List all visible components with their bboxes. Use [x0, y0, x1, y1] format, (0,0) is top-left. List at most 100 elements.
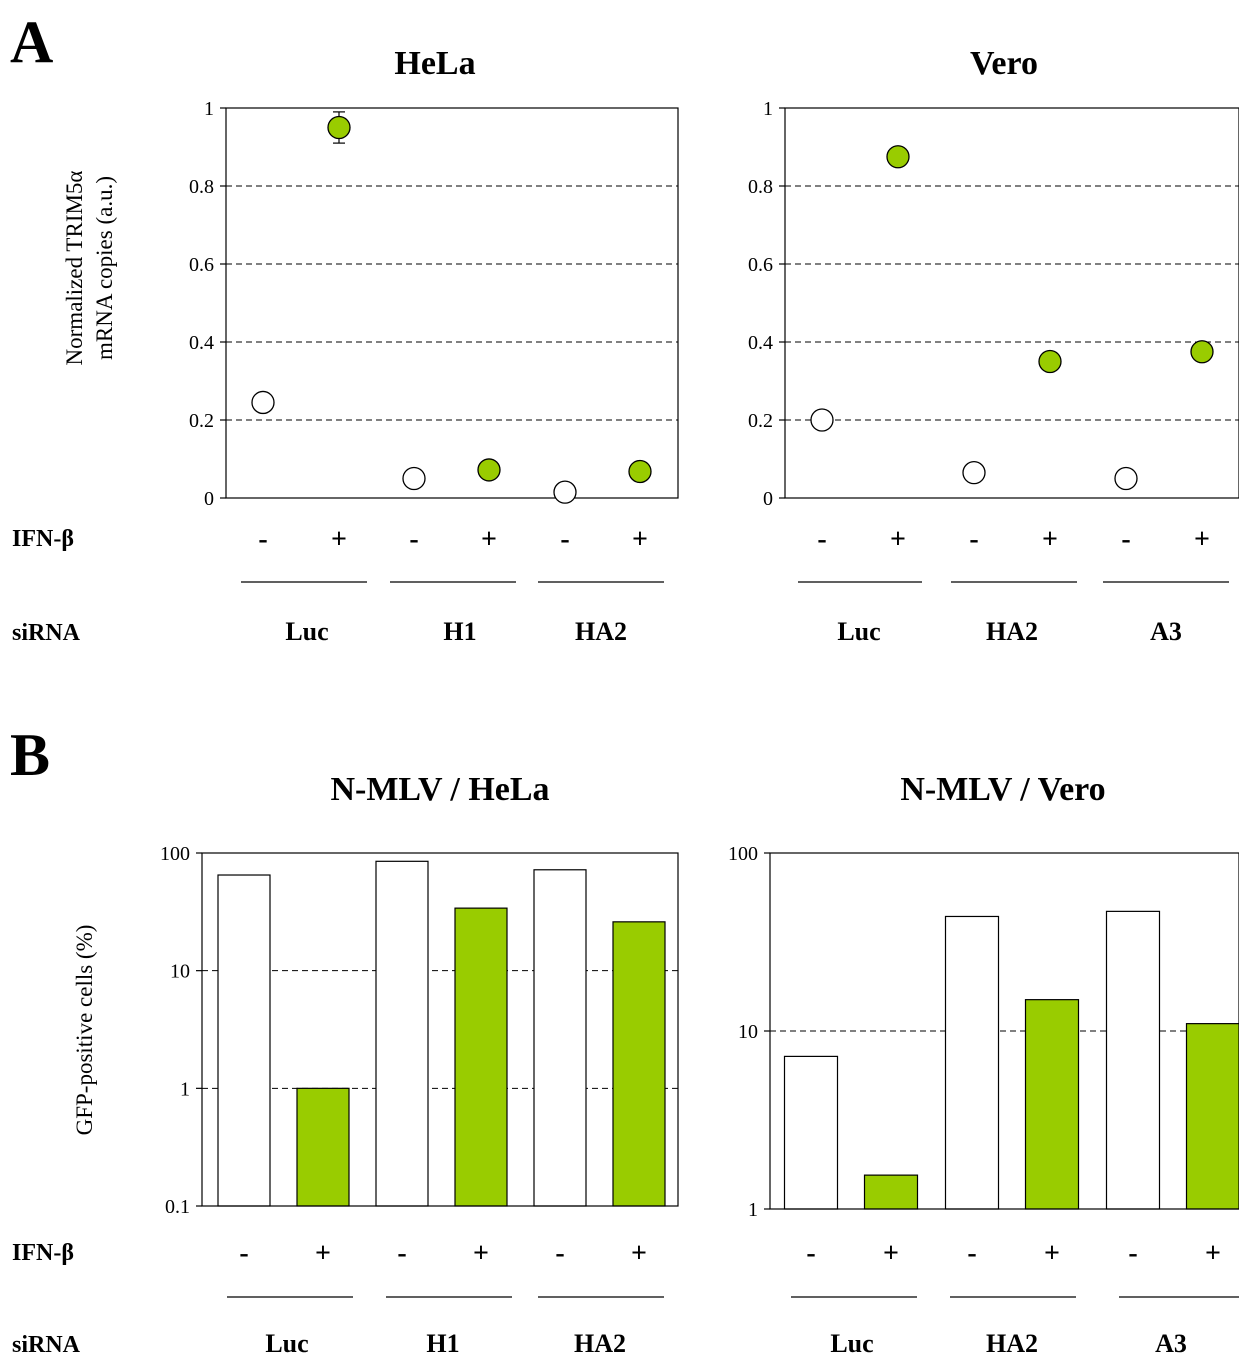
y-tick-label: 1 — [204, 98, 214, 120]
point-h1-plus — [477, 458, 501, 482]
bar-luc-minus — [217, 874, 271, 1207]
group-label: Luc — [837, 617, 880, 646]
chart-b-hela: N-MLV / HeLa 0.1 1 10 100 - + - + - + Luc H1 HA2 IFN-β… — [12, 771, 679, 1357]
y-tick-label: 0 — [204, 488, 214, 510]
plot-frame — [784, 107, 1239, 499]
ifn-sign: - — [555, 1238, 564, 1269]
y-tick-label: 0.6 — [748, 254, 773, 276]
sirna-row-label: siRNA — [12, 620, 81, 646]
ifn-sign: + — [315, 1238, 331, 1269]
point-ha2-plus — [1038, 349, 1062, 374]
panel-letter-a: A — [10, 9, 53, 75]
group-label: H1 — [426, 1329, 459, 1357]
ifn-sign: - — [409, 524, 418, 555]
group-label: HA2 — [574, 1329, 626, 1357]
ifn-sign: - — [806, 1238, 815, 1269]
point-h1-minus — [402, 466, 426, 491]
point-luc-minus — [810, 408, 834, 432]
chart-title: HeLa — [394, 45, 475, 82]
ifn-row-label: IFN-β — [12, 1240, 74, 1266]
chart-b-vero: N-MLV / Vero 1 10 100 - + - + - + Luc HA2 A3 — [728, 771, 1239, 1357]
ifn-sign: - — [817, 524, 826, 555]
y-axis-label: GFP-positive cells (%) — [72, 925, 97, 1136]
chart-a-hela: HeLa 0 0.2 0.4 0.6 0.8 1 - + - + - + Luc H1 HA2 IFN-β siR… — [12, 45, 679, 646]
bar-ha2-plus — [612, 921, 666, 1207]
group-label: H1 — [443, 617, 476, 646]
y-tick-label: 10 — [170, 961, 190, 983]
y-tick-label: 0.6 — [189, 254, 214, 276]
bar-luc-plus — [863, 1174, 919, 1210]
ifn-sign: + — [473, 1238, 489, 1269]
ifn-sign: + — [1042, 524, 1058, 555]
point-ha2-plus — [628, 459, 652, 484]
y-tick-label: 100 — [728, 843, 758, 865]
ifn-sign: - — [969, 524, 978, 555]
chart-title: N-MLV / HeLa — [330, 771, 549, 808]
y-tick-label: 0 — [763, 488, 773, 510]
chart-title: N-MLV / Vero — [900, 771, 1105, 808]
plot-frame — [225, 107, 679, 499]
y-tick-label: 0.1 — [165, 1196, 190, 1218]
group-label: Luc — [265, 1329, 308, 1357]
ifn-sign: + — [481, 524, 497, 555]
ifn-sign: - — [560, 524, 569, 555]
y-tick-label: 0.2 — [189, 410, 214, 432]
y-tick-label: 1 — [180, 1078, 190, 1100]
y-axis-label: mRNA copies (a.u.) — [92, 176, 117, 360]
group-label: HA2 — [575, 617, 627, 646]
bar-h1-minus — [375, 860, 429, 1207]
point-luc-plus — [886, 145, 910, 169]
point-a3-plus — [1190, 340, 1214, 364]
group-label: A3 — [1150, 617, 1182, 646]
bar-ha2-minus — [944, 915, 1000, 1210]
chart-a-vero: Vero 0 0.2 0.4 0.6 0.8 1 - + - + - + Luc HA2 A3 — [748, 45, 1239, 646]
bar-a3-plus — [1185, 1023, 1239, 1210]
ifn-sign: + — [1194, 524, 1210, 555]
ifn-sign: - — [967, 1238, 976, 1269]
ifn-sign: + — [1205, 1238, 1221, 1269]
point-ha2-minus — [962, 460, 986, 485]
bar-ha2-minus — [533, 869, 587, 1207]
bar-luc-minus — [783, 1055, 839, 1210]
bar-h1-plus — [454, 907, 508, 1207]
ifn-sign: - — [397, 1238, 406, 1269]
ifn-sign: + — [1044, 1238, 1060, 1269]
chart-title: Vero — [970, 45, 1038, 82]
y-tick-label: 0.4 — [748, 332, 773, 354]
sirna-row-label: siRNA — [12, 1332, 81, 1357]
y-tick-label: 1 — [763, 98, 773, 120]
ifn-sign: + — [883, 1238, 899, 1269]
bar-a3-minus — [1105, 910, 1161, 1210]
y-tick-label: 0.4 — [189, 332, 214, 354]
ifn-sign: + — [631, 1238, 647, 1269]
group-label: HA2 — [986, 1329, 1038, 1357]
group-label: Luc — [285, 617, 328, 646]
y-tick-label: 0.2 — [748, 410, 773, 432]
ifn-row-label: IFN-β — [12, 526, 74, 552]
point-a3-minus — [1114, 466, 1138, 491]
ifn-sign: - — [239, 1238, 248, 1269]
point-ha2-minus — [553, 480, 577, 504]
y-axis-label: Normalized TRIM5α — [62, 171, 87, 366]
group-label: Luc — [830, 1329, 873, 1357]
y-tick-label: 0.8 — [748, 176, 773, 198]
y-tick-label: 1 — [748, 1199, 758, 1221]
group-label: A3 — [1155, 1329, 1187, 1357]
ifn-sign: + — [890, 524, 906, 555]
ifn-sign: - — [1128, 1238, 1137, 1269]
ifn-sign: - — [1121, 524, 1130, 555]
ifn-sign: + — [632, 524, 648, 555]
bar-ha2-plus — [1024, 999, 1080, 1210]
ifn-sign: - — [258, 524, 267, 555]
panel-letter-b: B — [10, 722, 50, 788]
y-tick-label: 0.8 — [189, 176, 214, 198]
point-luc-plus — [327, 115, 351, 140]
y-tick-label: 10 — [738, 1021, 758, 1043]
point-luc-minus — [251, 390, 275, 415]
plot-frame — [201, 852, 679, 1207]
ifn-sign: + — [331, 524, 347, 555]
group-label: HA2 — [986, 617, 1038, 646]
y-tick-label: 100 — [160, 843, 190, 865]
bar-luc-plus — [296, 1087, 350, 1207]
